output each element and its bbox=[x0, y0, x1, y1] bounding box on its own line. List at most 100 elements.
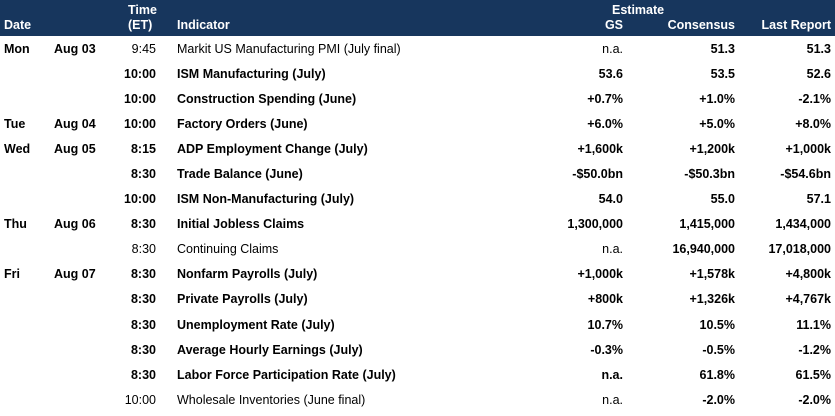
consensus-cell: 1,415,000 bbox=[679, 217, 735, 232]
gs-estimate-cell: -$50.0bn bbox=[572, 167, 623, 182]
calendar-table: Mon Aug 03 9:45 Markit US Manufacturing PMI… bbox=[0, 36, 835, 412]
gs-estimate-cell: -0.3% bbox=[590, 342, 623, 357]
indicator-cell: Initial Jobless Claims bbox=[177, 217, 305, 232]
time-cell: 10:00 bbox=[124, 192, 156, 207]
table-row: 8:30 Labor Force Participation Rate (July… bbox=[0, 362, 835, 387]
day-cell: Fri bbox=[4, 267, 20, 282]
table-row: 8:30 Average Hourly Earnings (July) -0.3% -… bbox=[0, 337, 835, 362]
consensus-cell: 61.8% bbox=[699, 367, 735, 382]
date-cell: Aug 04 bbox=[54, 116, 96, 131]
last-report-cell: +4,767k bbox=[785, 292, 831, 307]
date-cell: Aug 05 bbox=[54, 141, 96, 156]
header-estimate: Estimate bbox=[612, 3, 665, 17]
gs-estimate-cell: 53.6 bbox=[598, 66, 623, 81]
date-cell: Aug 03 bbox=[54, 41, 96, 56]
gs-estimate-cell: n.a. bbox=[602, 41, 623, 56]
date-cell: Aug 07 bbox=[54, 267, 96, 282]
gs-estimate-cell: 54.0 bbox=[598, 192, 623, 207]
consensus-cell: 51.3 bbox=[710, 41, 735, 56]
consensus-cell: 16,940,000 bbox=[672, 242, 735, 257]
time-cell: 9:45 bbox=[131, 41, 156, 56]
table-row: 8:30 Trade Balance (June) -$50.0bn -$50.3bn… bbox=[0, 161, 835, 186]
table-row: Mon Aug 03 9:45 Markit US Manufacturing PMI… bbox=[0, 36, 835, 61]
indicator-cell: Markit US Manufacturing PMI (July final) bbox=[177, 41, 401, 56]
consensus-cell: -0.5% bbox=[702, 342, 735, 357]
time-cell: 8:30 bbox=[130, 342, 156, 357]
day-cell: Thu bbox=[4, 217, 27, 232]
header-indicator: Indicator bbox=[177, 18, 230, 32]
consensus-cell: +5.0% bbox=[699, 116, 735, 131]
header-gs: GS bbox=[604, 18, 623, 32]
last-report-cell: 57.1 bbox=[806, 192, 831, 207]
gs-estimate-cell: n.a. bbox=[602, 392, 623, 407]
header-date: Date bbox=[4, 18, 32, 32]
table-row: 8:30 Unemployment Rate (July) 10.7% 10.5% 11… bbox=[0, 312, 835, 337]
consensus-cell: 53.5 bbox=[710, 66, 735, 81]
last-report-cell: 17,018,000 bbox=[768, 242, 831, 257]
indicator-cell: Continuing Claims bbox=[177, 242, 279, 257]
gs-estimate-cell: +800k bbox=[587, 292, 623, 307]
last-report-cell: 51.3 bbox=[806, 41, 831, 56]
indicator-cell: ISM Non-Manufacturing (July) bbox=[177, 192, 355, 207]
consensus-cell: -$50.3bn bbox=[684, 167, 735, 182]
table-row: 8:30 Private Payrolls (July) +800k +1,326k +… bbox=[0, 287, 835, 312]
time-cell: 8:30 bbox=[131, 242, 156, 257]
time-cell: 8:15 bbox=[130, 141, 156, 156]
indicator-cell: ISM Manufacturing (July) bbox=[177, 66, 326, 81]
indicator-cell: Average Hourly Earnings (July) bbox=[177, 342, 363, 357]
header-last-report: Last Report bbox=[761, 18, 831, 32]
last-report-cell: -$54.6bn bbox=[780, 167, 831, 182]
table-row: Wed Aug 05 8:15 ADP Employment Change (July… bbox=[0, 136, 835, 161]
time-cell: 8:30 bbox=[130, 167, 156, 182]
consensus-cell: 55.0 bbox=[710, 192, 735, 207]
day-cell: Wed bbox=[4, 141, 31, 156]
indicator-cell: Private Payrolls (July) bbox=[177, 292, 308, 307]
time-cell: 10:00 bbox=[124, 66, 156, 81]
table-row: 10:00 ISM Manufacturing (July) 53.6 53.5 52.… bbox=[0, 61, 835, 86]
header-time-unit: (ET) bbox=[128, 18, 153, 32]
indicator-cell: Construction Spending (June) bbox=[177, 91, 357, 106]
day-cell: Mon bbox=[4, 41, 30, 56]
table-row: 10:00 Construction Spending (June) +0.7% +1… bbox=[0, 86, 835, 111]
time-cell: 10:00 bbox=[124, 91, 156, 106]
time-cell: 8:30 bbox=[130, 367, 156, 382]
date-cell: Aug 06 bbox=[54, 217, 96, 232]
gs-estimate-cell: +6.0% bbox=[587, 116, 623, 131]
consensus-cell: +1,326k bbox=[689, 292, 735, 307]
gs-estimate-cell: n.a. bbox=[602, 242, 623, 257]
indicator-cell: Trade Balance (June) bbox=[177, 167, 303, 182]
last-report-cell: 11.1% bbox=[796, 317, 831, 332]
time-cell: 8:30 bbox=[130, 217, 156, 232]
indicator-cell: ADP Employment Change (July) bbox=[177, 141, 368, 156]
last-report-cell: 61.5% bbox=[795, 367, 831, 382]
gs-estimate-cell: n.a. bbox=[601, 367, 623, 382]
table-row: 10:00 ISM Non-Manufacturing (July) 54.0 55.… bbox=[0, 187, 835, 212]
time-cell: 10:00 bbox=[124, 116, 156, 131]
gs-estimate-cell: +1,600k bbox=[577, 141, 623, 156]
last-report-cell: +4,800k bbox=[785, 267, 831, 282]
last-report-cell: +8.0% bbox=[795, 116, 831, 131]
last-report-cell: -1.2% bbox=[798, 342, 831, 357]
last-report-cell: +1,000k bbox=[785, 141, 831, 156]
day-cell: Tue bbox=[4, 116, 26, 131]
time-cell: 10:00 bbox=[124, 392, 156, 407]
indicator-cell: Unemployment Rate (July) bbox=[177, 317, 335, 332]
last-report-cell: -2.1% bbox=[798, 91, 831, 106]
indicator-cell: Nonfarm Payrolls (July) bbox=[177, 267, 318, 282]
consensus-cell: +1.0% bbox=[699, 91, 735, 106]
table-row: 8:30 Continuing Claims n.a. 16,940,000 17,01… bbox=[0, 237, 835, 262]
table-row: 10:00 Wholesale Inventories (June final) n… bbox=[0, 387, 835, 412]
table-row: Fri Aug 07 8:30 Nonfarm Payrolls (July) +1,0… bbox=[0, 262, 835, 287]
indicator-cell: Factory Orders (June) bbox=[177, 116, 308, 131]
consensus-cell: +1,578k bbox=[689, 267, 735, 282]
header-time: Time bbox=[128, 3, 157, 17]
last-report-cell: -2.0% bbox=[798, 392, 831, 407]
table-row: Tue Aug 04 10:00 Factory Orders (June) +6.0%… bbox=[0, 111, 835, 136]
last-report-cell: 1,434,000 bbox=[775, 217, 831, 232]
gs-estimate-cell: 1,300,000 bbox=[567, 217, 623, 232]
gs-estimate-cell: +0.7% bbox=[587, 91, 623, 106]
time-cell: 8:30 bbox=[130, 292, 156, 307]
consensus-cell: -2.0% bbox=[702, 392, 735, 407]
consensus-cell: 10.5% bbox=[699, 317, 735, 332]
header-consensus: Consensus bbox=[667, 18, 735, 32]
